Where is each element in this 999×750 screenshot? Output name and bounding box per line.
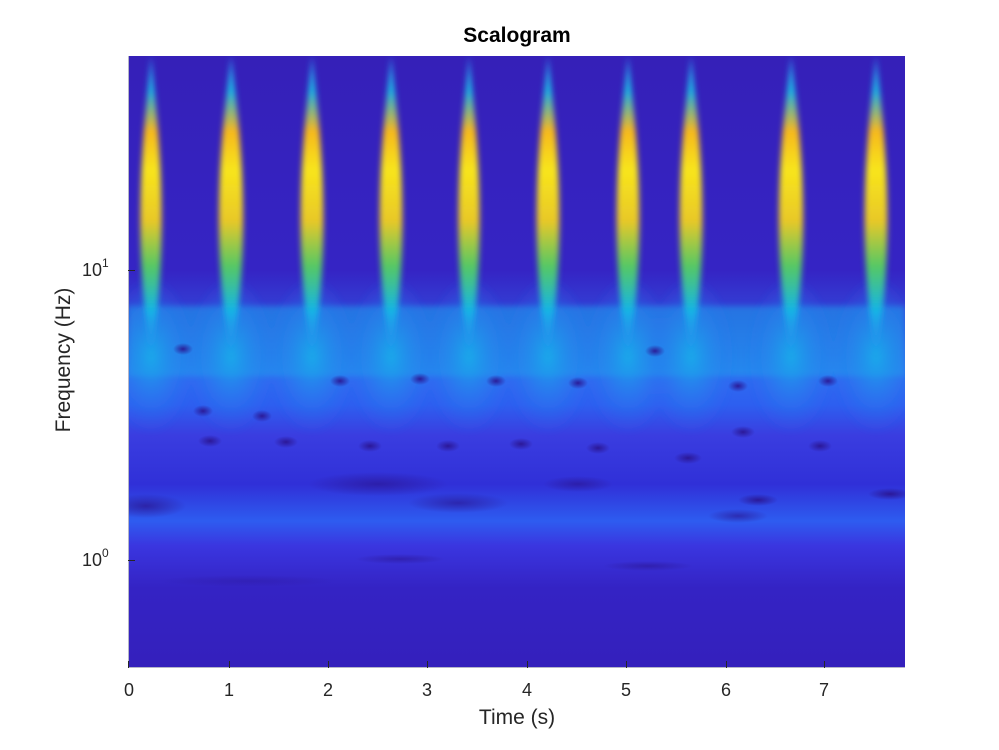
x-axis-label: Time (s) [478, 706, 556, 729]
x-tick-label: 2 [322, 680, 334, 700]
x-tick-label: 7 [818, 680, 830, 700]
scalogram-plot-area [128, 56, 905, 668]
x-tick-mark [527, 661, 528, 668]
x-tick-mark [229, 661, 230, 668]
x-tick-mark [626, 661, 627, 668]
y-tick-mark [128, 560, 135, 561]
x-tick-mark [128, 661, 129, 668]
x-tick-label: 1 [223, 680, 235, 700]
x-tick-label: 0 [123, 680, 135, 700]
y-tick-label-1: 100 [82, 546, 109, 570]
x-tick-label: 4 [521, 680, 533, 700]
x-tick-mark [726, 661, 727, 668]
x-tick-label: 6 [720, 680, 732, 700]
y-axis-label: Frequency (Hz) [52, 287, 75, 433]
scalogram-heatmap [128, 56, 905, 668]
x-tick-label: 5 [620, 680, 632, 700]
chart-title: Scalogram [463, 24, 571, 47]
x-tick-mark [824, 661, 825, 668]
y-tick-mark [128, 270, 135, 271]
x-tick-mark [328, 661, 329, 668]
x-tick-mark [427, 661, 428, 668]
y-tick-label-10: 101 [82, 256, 109, 280]
x-tick-label: 3 [421, 680, 433, 700]
